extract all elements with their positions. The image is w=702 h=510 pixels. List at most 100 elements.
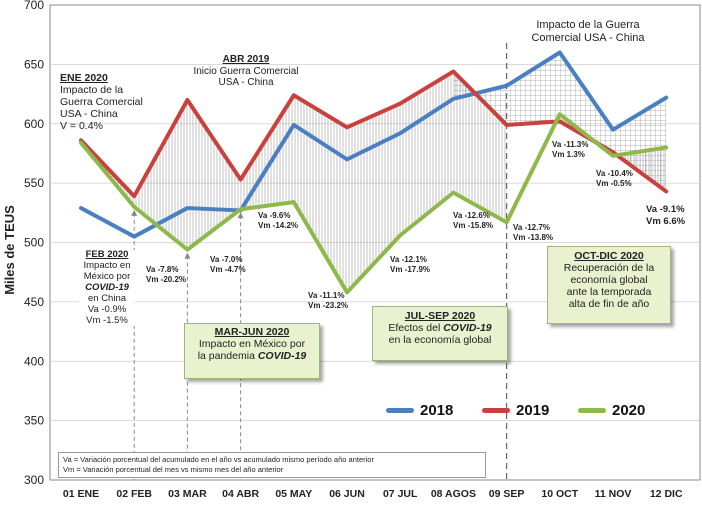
annotation-title: FEB 2020 — [85, 249, 129, 260]
gap-fill-2019-2020 — [81, 71, 507, 293]
legend-label: 2018 — [420, 402, 454, 419]
data-label-va: Va -11.1% — [308, 291, 344, 300]
annotation-title: MAR-JUN 2020 — [214, 326, 290, 338]
footnote-vm: Vm = Variación porcentual del mes vs mis… — [63, 464, 284, 474]
annotation-line: Guerra Comercial — [60, 96, 143, 109]
annotation-line: Va -0.9% — [87, 303, 127, 315]
annotation-line: Efectos del — [388, 322, 441, 335]
series-line-2018 — [79, 50, 669, 239]
x-tick-label: 03 MAR — [168, 488, 207, 500]
y-tick-label: 450 — [24, 295, 44, 309]
data-label-vm: Vm 1.3% — [552, 150, 585, 159]
data-label-va: Va -9.1% — [646, 204, 685, 215]
annotation-line: COVID-19 — [85, 281, 129, 293]
y-axis-label: Miles de TEUS — [2, 205, 17, 295]
data-label-va: Va -10.4% — [596, 169, 633, 178]
legend-label: 2020 — [612, 402, 646, 419]
annotation-line: V = 0.4% — [60, 120, 103, 133]
data-labels: Va -7.8%Vm -20.2% Va -7.0%Vm -4.7% Va -9.6… — [146, 140, 686, 310]
annotation-oct-dic-2020: OCT-DIC 2020 Recuperación de la economía… — [547, 246, 671, 324]
data-label-vm: Vm -15.8% — [453, 221, 493, 230]
x-tick-label: 02 FEB — [116, 488, 152, 500]
series-lines — [79, 50, 669, 295]
annotation-line: economía global — [570, 274, 648, 287]
annotation-emphasis: COVID-19 — [257, 350, 307, 363]
annotation-mar-jun-2020: MAR-JUN 2020 Impacto en México por la pa… — [184, 323, 320, 379]
annotation-line: Recuperación de la — [563, 262, 655, 275]
data-label-va: Va -12.7% — [513, 223, 550, 232]
x-tick-label: 06 JUN — [329, 488, 365, 500]
annotation-title: JUL-SEP 2020 — [404, 310, 476, 322]
y-tick-label: 350 — [24, 414, 44, 428]
y-tick-label: 700 — [24, 0, 44, 12]
data-label-va: Va -9.6% — [258, 211, 290, 220]
x-tick-label: 10 OCT — [541, 488, 578, 500]
footnote: Va = Variación porcentual del acumulado … — [58, 452, 486, 478]
reference-arrow — [237, 212, 244, 219]
data-label-va: Va -12.6% — [453, 211, 490, 220]
x-tick-label: 12 DIC — [650, 488, 683, 500]
annotation-title: ENE 2020 — [60, 72, 108, 84]
series-line-2020 — [79, 112, 669, 295]
annotation-ene-2020: ENE 2020 Impacto de la Guerra Comercial … — [60, 72, 152, 132]
x-tick-label: 11 NOV — [595, 488, 632, 500]
y-tick-label: 400 — [24, 354, 44, 368]
y-tick-label: 600 — [24, 117, 44, 131]
annotation-line: México por — [83, 270, 131, 282]
data-label-vm: Vm -13.8% — [513, 233, 553, 242]
x-tick-label: 09 SEP — [489, 488, 525, 500]
y-tick-label: 300 — [24, 473, 44, 487]
data-label-vm: Vm -14.2% — [258, 221, 298, 230]
series-line-2019 — [79, 69, 669, 199]
annotation-line: alta de fin de año — [568, 298, 650, 311]
annotation-jul-sep-2020: JUL-SEP 2020 Efectos del COVID-19 en la … — [372, 306, 508, 361]
data-label-vm: Vm -23.2% — [308, 301, 348, 310]
annotation-line: Inicio Guerra Comercial — [193, 65, 299, 77]
annotation-line: Impacto en México por — [198, 338, 306, 351]
annotation-line: en China — [87, 292, 127, 304]
legend-label: 2019 — [516, 402, 550, 419]
data-label-vm: Vm -4.7% — [210, 265, 246, 274]
x-axis-ticks: 01 ENE 02 FEB 03 MAR 04 ABR 05 MAY 06 JUN 07 J… — [63, 488, 683, 500]
legend-swatch — [386, 408, 414, 413]
annotation-line: Impacto de la — [60, 84, 124, 97]
reference-arrow — [184, 252, 191, 259]
x-tick-label: 04 ABR — [222, 488, 259, 500]
data-label-va: Va -7.8% — [146, 265, 178, 274]
annotation-line: Impacto de la Guerra — [536, 19, 640, 31]
annotation-line: Comercial USA - China — [531, 31, 645, 44]
legend-item-2019: 2019 — [482, 402, 549, 419]
data-label-vm: Vm 6.6% — [646, 216, 686, 227]
legend-item-2020: 2020 — [578, 402, 645, 419]
legend-swatch — [578, 408, 606, 413]
y-tick-label: 550 — [24, 176, 44, 190]
annotation-line: en la economía global — [388, 334, 492, 347]
reference-arrow — [131, 209, 138, 216]
x-tick-label: 01 ENE — [63, 488, 99, 500]
annotation-emphasis: COVID-19 — [443, 322, 492, 335]
y-tick-label: 500 — [24, 236, 44, 250]
annotation-abr-2019: ABR 2019 Inicio Guerra Comercial USA - C… — [186, 54, 306, 89]
annotation-line: la pandemia — [197, 350, 255, 363]
annotation-feb-2020: FEB 2020 Impacto en México por COVID-19 … — [79, 249, 135, 327]
annotation-line: USA - China — [218, 77, 274, 88]
legend-swatch — [482, 408, 510, 413]
footnote-va: Va = Variación porcentual del acumulado … — [63, 455, 374, 464]
y-tick-label: 650 — [24, 57, 44, 71]
x-tick-label: 05 MAY — [275, 488, 312, 500]
x-tick-label: 08 AGOS — [431, 488, 476, 500]
annotation-title: OCT-DIC 2020 — [574, 250, 644, 262]
annotation-trade-war: Impacto de la Guerra Comercial USA - Chi… — [508, 19, 668, 45]
legend-item-2018: 2018 — [386, 402, 453, 419]
annotation-title: ABR 2019 — [222, 54, 270, 65]
data-label-va: Va -7.0% — [210, 255, 242, 264]
annotation-line: ante la temporada — [566, 286, 652, 299]
data-label-vm: Vm -17.9% — [390, 265, 430, 274]
data-label-vm: Vm -0.5% — [596, 179, 632, 188]
data-label-vm: Vm -20.2% — [146, 275, 186, 284]
data-label-va: Va -12.1% — [390, 255, 427, 264]
x-tick-label: 07 JUL — [383, 488, 418, 500]
annotation-line: Vm -1.5% — [86, 314, 128, 326]
y-axis-ticks: 300 350 400 450 500 550 600 650 700 — [24, 0, 44, 487]
data-label-va: Va -11.3% — [552, 140, 588, 149]
